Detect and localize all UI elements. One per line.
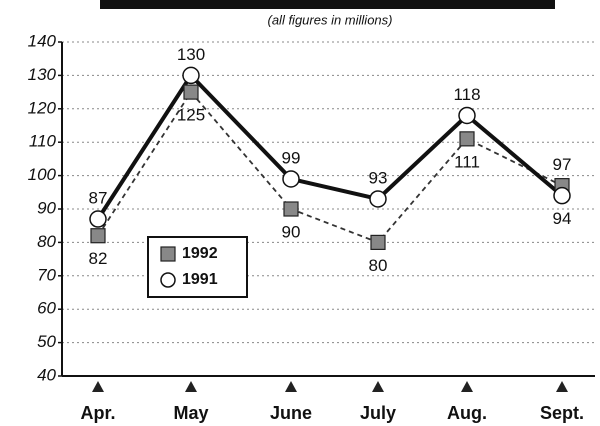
data-label: 90 (282, 222, 301, 241)
y-tick-label: 50 (37, 332, 56, 351)
data-label: 87 (89, 189, 108, 208)
data-label: 130 (177, 45, 205, 64)
point-marker (89, 210, 107, 228)
y-tick-label: 40 (37, 365, 56, 384)
x-tick-label: July (360, 403, 396, 423)
y-tick-label: 110 (29, 132, 57, 151)
y-tick-label: 100 (28, 165, 57, 184)
data-label: 118 (453, 85, 480, 104)
series-line (97, 90, 563, 244)
y-tick-label: 130 (28, 65, 57, 84)
point-marker (283, 201, 299, 217)
legend-marker (160, 246, 176, 262)
point-marker (370, 234, 386, 250)
data-label: 97 (553, 155, 572, 174)
data-label: 82 (89, 249, 108, 268)
legend-label: 1992 (182, 245, 218, 262)
legend-marker (160, 272, 176, 288)
title-bar (100, 0, 555, 9)
point-marker (553, 186, 571, 205)
y-tick-label: 70 (37, 265, 56, 284)
data-label: 99 (282, 148, 301, 167)
data-label: 93 (369, 168, 388, 187)
x-tick-triangle (185, 381, 197, 392)
point-marker (182, 66, 200, 85)
y-tick-label: 140 (28, 31, 57, 50)
data-label: 125 (177, 106, 205, 125)
data-label: 80 (369, 256, 388, 275)
data-label: 111 (454, 152, 480, 171)
y-tick-label: 60 (37, 299, 56, 318)
chart-subtitle: (all figures in millions) (268, 12, 393, 27)
x-tick-label: Aug. (447, 403, 487, 423)
y-tick-label: 90 (37, 198, 56, 217)
y-tick-label: 80 (37, 232, 56, 251)
point-marker (282, 170, 300, 188)
data-label: 94 (553, 209, 572, 228)
point-marker (183, 84, 199, 100)
x-tick-label: Apr. (80, 403, 115, 423)
x-tick-triangle (556, 381, 568, 392)
series-line (96, 72, 564, 221)
point-marker (459, 131, 475, 147)
x-tick-triangle (92, 381, 104, 392)
x-tick-triangle (372, 381, 384, 392)
x-tick-triangle (461, 381, 473, 392)
x-tick-label: May (173, 403, 208, 423)
point-marker (369, 190, 387, 208)
x-tick-label: June (270, 403, 312, 423)
point-marker (458, 106, 476, 125)
x-tick-triangle (285, 381, 297, 392)
x-tick-label: Sept. (540, 403, 584, 423)
legend-label: 1991 (182, 271, 218, 288)
y-tick-label: 120 (28, 98, 57, 117)
point-marker (90, 228, 106, 244)
